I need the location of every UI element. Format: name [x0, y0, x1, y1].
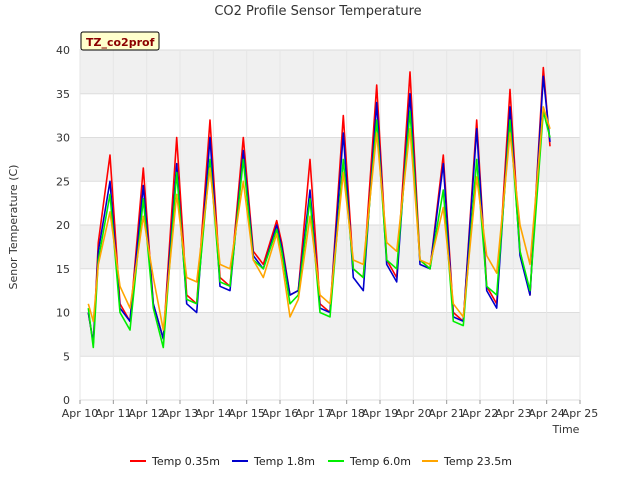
y-tick-label: 35 — [56, 88, 70, 101]
x-tick-label: Apr 19 — [362, 407, 399, 420]
y-tick-label: 25 — [56, 175, 70, 188]
x-tick-label: Apr 10 — [62, 407, 99, 420]
x-tick-label: Apr 24 — [528, 407, 565, 420]
x-tick-label: Apr 25 — [562, 407, 599, 420]
series-group — [87, 66, 551, 349]
chart-title: CO2 Profile Sensor Temperature — [214, 4, 421, 19]
plot-band — [80, 225, 580, 269]
badge: TZ_co2prof — [80, 31, 160, 51]
plot-band — [80, 137, 580, 182]
y-tick-label: 10 — [56, 307, 70, 320]
x-axis-label: Time — [552, 423, 580, 436]
x-tick-label: Apr 17 — [295, 407, 332, 420]
x-tick-label: Apr 14 — [195, 407, 232, 420]
badge-box — [80, 31, 160, 51]
y-tick-label: 0 — [63, 394, 70, 407]
x-tick-label: Apr 16 — [262, 407, 299, 420]
x-tick-label: Apr 21 — [428, 407, 465, 420]
legend-label-1: Temp 0.35m — [151, 455, 220, 468]
y-tick-label: 5 — [63, 350, 70, 363]
badge-text: TZ_co2prof — [86, 36, 155, 49]
legend-label-3: Temp 6.0m — [349, 455, 411, 468]
y-axis-label: Senor Temperature (C) — [7, 165, 20, 290]
x-tick-label: Apr 13 — [162, 407, 199, 420]
x-tick-label: Apr 23 — [495, 407, 532, 420]
y-tick-label: 30 — [56, 132, 70, 145]
y-tick-label: 15 — [56, 263, 70, 276]
legend: Temp 0.35m Temp 1.8m Temp 6.0m Temp 23.5m — [130, 455, 512, 468]
x-tick-label: Apr 15 — [228, 407, 265, 420]
series-line-3 — [87, 110, 551, 349]
plot-band — [80, 50, 580, 94]
x-tick-label: Apr 12 — [128, 407, 165, 420]
x-tick-label: Apr 20 — [395, 407, 432, 420]
x-tick-label: Apr 11 — [95, 407, 132, 420]
legend-label-4: Temp 23.5m — [443, 455, 512, 468]
x-tick-label: Apr 18 — [328, 407, 365, 420]
y-axis-ticks: 0 5 10 15 20 25 30 35 40 — [56, 44, 70, 407]
plot-band — [80, 312, 580, 357]
legend-label-2: Temp 1.8m — [253, 455, 315, 468]
y-tick-label: 20 — [56, 219, 70, 232]
x-tick-label: Apr 22 — [462, 407, 499, 420]
y-tick-label: 40 — [56, 44, 70, 57]
series-line-2 — [87, 75, 551, 344]
series-line-4 — [87, 106, 551, 331]
